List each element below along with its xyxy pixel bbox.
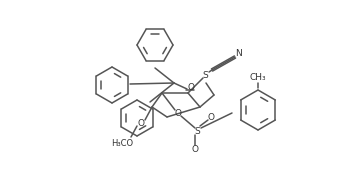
Text: CH₃: CH₃ — [250, 74, 266, 83]
Text: O: O — [187, 83, 194, 92]
Text: O: O — [207, 113, 214, 122]
Text: N: N — [234, 49, 241, 59]
Text: S: S — [202, 70, 208, 79]
Text: O: O — [174, 109, 181, 117]
Text: H₃CO: H₃CO — [111, 139, 133, 147]
Text: O: O — [138, 119, 145, 128]
Text: S: S — [194, 126, 200, 135]
Text: O: O — [192, 145, 199, 154]
